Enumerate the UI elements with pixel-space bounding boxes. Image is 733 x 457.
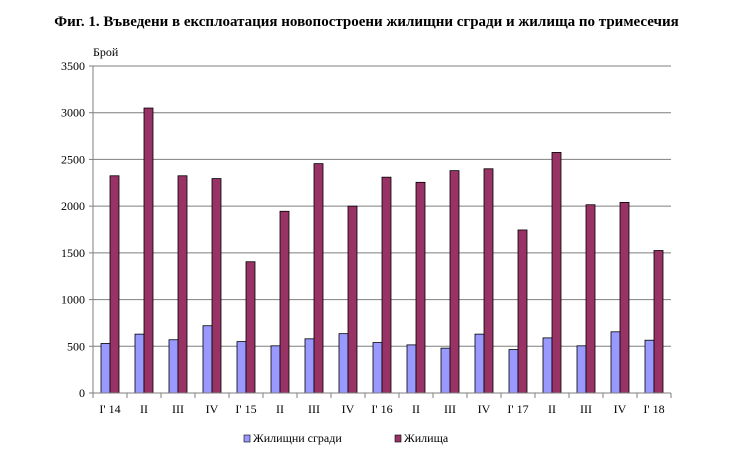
x-tick-label: IV xyxy=(478,402,491,416)
x-tick-label: III xyxy=(308,402,320,416)
x-tick-label: III xyxy=(172,402,184,416)
x-tick-label: IV xyxy=(206,402,219,416)
x-tick-labels: I' 14 II III IV I' 15 II III IV I' 16 II III IV I' 1… xyxy=(99,402,664,416)
bar-buildings xyxy=(542,337,553,394)
y-tick-label: 3000 xyxy=(61,106,85,120)
legend-swatch xyxy=(243,434,251,443)
bar-buildings xyxy=(440,347,451,394)
bar-buildings xyxy=(610,331,621,394)
y-tick-label: 500 xyxy=(67,339,85,353)
bar-dwellings xyxy=(653,250,664,394)
bar-dwellings xyxy=(143,107,154,394)
bar-buildings xyxy=(100,343,111,394)
y-tick-label: 2000 xyxy=(61,199,85,213)
y-tick-label: 3500 xyxy=(61,59,85,73)
x-tick-label: I' 14 xyxy=(99,402,120,416)
y-tick-label: 1500 xyxy=(61,246,85,260)
bar-buildings xyxy=(372,342,383,394)
bar-dwellings xyxy=(483,168,494,394)
x-tick-label: I' 15 xyxy=(235,402,256,416)
bar-buildings xyxy=(644,339,655,394)
legend-swatch xyxy=(394,434,402,443)
y-tick-labels: 0 500 1000 1500 2000 2500 3000 3500 xyxy=(61,59,85,400)
x-tick-label: IV xyxy=(342,402,355,416)
bar-dwellings xyxy=(211,178,222,394)
y-tick-label: 1000 xyxy=(61,293,85,307)
x-tick-label: I' 16 xyxy=(371,402,392,416)
bar-buildings xyxy=(304,338,315,394)
bar-buildings xyxy=(168,339,179,394)
bar-buildings xyxy=(236,341,247,394)
x-tick-label: I' 17 xyxy=(507,402,528,416)
axes xyxy=(92,66,672,398)
legend-label: Жилищни сгради xyxy=(253,431,342,445)
legend: Жилищни сгради Жилища xyxy=(243,431,449,445)
bar-dwellings xyxy=(619,202,630,394)
bar-dwellings xyxy=(415,181,426,394)
bar-buildings xyxy=(406,344,417,394)
legend-label: Жилища xyxy=(404,431,449,445)
bars xyxy=(100,107,664,394)
bar-dwellings xyxy=(585,204,596,394)
bar-dwellings xyxy=(517,229,528,394)
bar-dwellings xyxy=(313,163,324,394)
y-tick-label: 2500 xyxy=(61,152,85,166)
x-tick-label: III xyxy=(580,402,592,416)
bar-buildings xyxy=(202,325,213,394)
bar-dwellings xyxy=(551,152,562,394)
bar-buildings xyxy=(338,333,349,394)
bar-buildings xyxy=(474,333,485,394)
bar-dwellings xyxy=(279,210,290,394)
bar-dwellings xyxy=(245,261,256,394)
bar-buildings xyxy=(508,349,519,394)
chart-title: Фиг. 1. Въведени в експлоатация новопост… xyxy=(54,14,679,30)
bar-buildings xyxy=(270,345,281,394)
x-tick-label: II xyxy=(140,402,148,416)
x-tick-label: III xyxy=(444,402,456,416)
bar-dwellings xyxy=(381,176,392,394)
bar-dwellings xyxy=(347,205,358,394)
bar-buildings xyxy=(576,345,587,394)
y-tick-label: 0 xyxy=(79,386,85,400)
bar-dwellings xyxy=(177,175,188,394)
y-axis-label: Брой xyxy=(93,45,119,59)
bar-dwellings xyxy=(449,170,460,394)
x-tick-label: II xyxy=(276,402,284,416)
bar-buildings xyxy=(134,333,145,394)
x-tick-label: II xyxy=(412,402,420,416)
x-tick-label: IV xyxy=(614,402,627,416)
x-tick-label: I' 18 xyxy=(643,402,664,416)
bar-dwellings xyxy=(109,175,120,394)
x-tick-label: II xyxy=(548,402,556,416)
